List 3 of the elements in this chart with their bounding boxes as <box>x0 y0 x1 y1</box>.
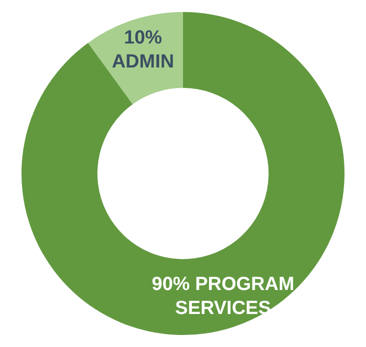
data-label: 10% <box>124 28 162 49</box>
slice-label: 90% PROGRAM SERVICES <box>152 274 294 319</box>
slice-label: ADMIN <box>112 52 174 73</box>
